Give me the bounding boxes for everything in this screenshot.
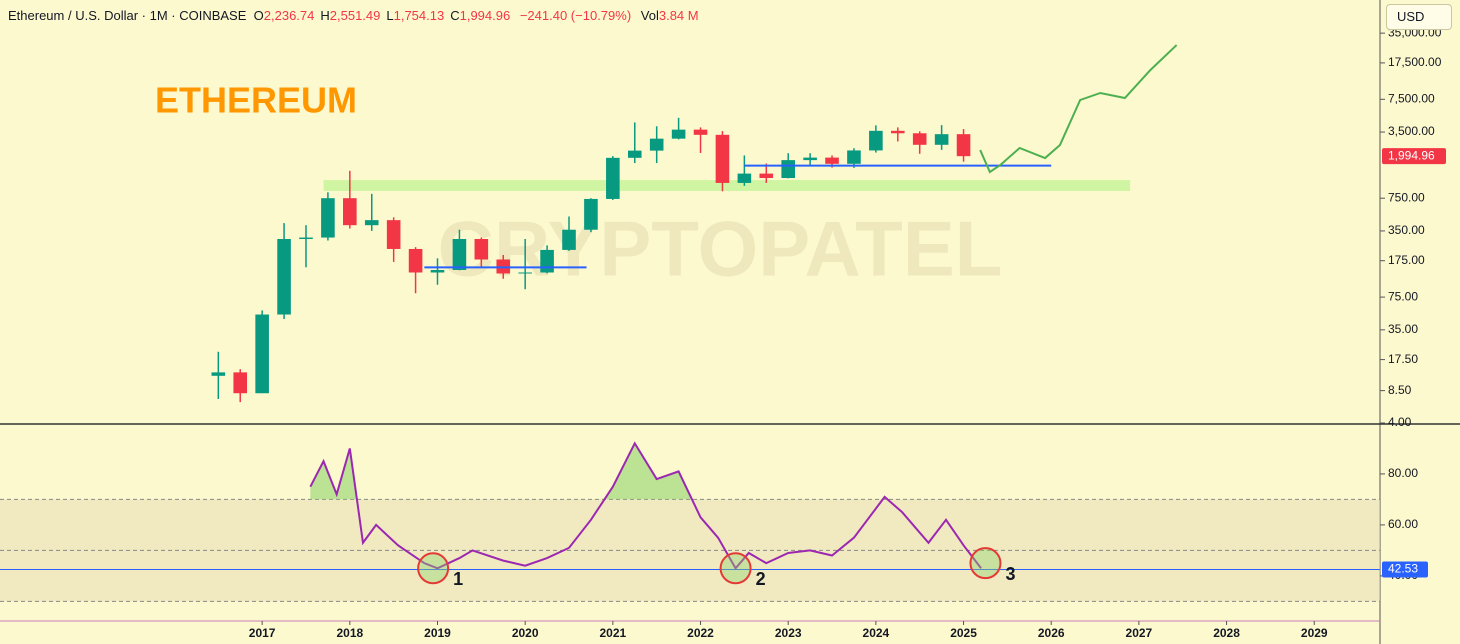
x-tick-label: 2018: [336, 626, 363, 640]
y-tick-label: 750.00: [1388, 190, 1425, 204]
candle-body: [627, 150, 642, 158]
candle-body: [649, 138, 664, 151]
price-tag: [1382, 148, 1446, 165]
candle-body: [408, 248, 423, 273]
chart-title: ETHEREUM: [155, 80, 357, 121]
candle-body: [693, 129, 708, 135]
volume-label: Vol: [640, 8, 659, 23]
candle-body: [934, 134, 949, 145]
candle-body: [211, 372, 226, 376]
rsi-line: [309, 441, 982, 570]
y-tick-label: 175.00: [1388, 253, 1425, 267]
y-tick-label: 7,500.00: [1388, 91, 1435, 105]
currency-button[interactable]: USD: [1386, 4, 1452, 30]
candle-body: [386, 220, 401, 249]
x-tick-label: 2022: [687, 626, 714, 640]
watermark: CRYPTOPATEL: [438, 205, 1003, 293]
candle-body: [890, 130, 905, 134]
x-tick-label: 2028: [1213, 626, 1240, 640]
x-tick-label: 2023: [775, 626, 802, 640]
candle-body: [606, 157, 620, 199]
x-tick-label: 2020: [512, 626, 539, 640]
candle-body: [584, 198, 598, 230]
volume-value: 3.84 M: [658, 8, 699, 23]
candle-body: [869, 130, 883, 151]
candle-body: [562, 229, 576, 250]
candle-body: [452, 239, 467, 270]
candle-body: [299, 237, 313, 240]
y-tick-label: 80.00: [1388, 466, 1418, 480]
candle-body: [847, 150, 861, 164]
x-tick-label: 2024: [863, 626, 890, 640]
y-tick-label: 3,500.00: [1388, 124, 1435, 138]
field-label: C: [450, 8, 460, 23]
candle-body: [737, 173, 752, 183]
candle-body: [781, 160, 795, 179]
annotation-circle: [719, 552, 752, 585]
candle-body: [430, 269, 445, 273]
candle-body: [364, 220, 379, 226]
y-tick-label: 35.00: [1388, 322, 1418, 336]
x-tick-label: 2025: [950, 626, 977, 640]
rsi-tag: [1382, 561, 1428, 578]
candle-body: [825, 157, 839, 164]
y-tick-label: 75.00: [1388, 289, 1418, 303]
candle-body: [255, 314, 269, 394]
candle-body: [912, 133, 927, 145]
field-label: O: [253, 8, 264, 23]
candle-body: [233, 372, 248, 394]
candle-body: [277, 239, 291, 315]
y-tick-label: 8.50: [1388, 383, 1412, 397]
x-tick-label: 2026: [1038, 626, 1065, 640]
symbol: Ethereum / U.S. Dollar · 1M · COINBASE: [8, 8, 247, 23]
y-tick-label: 350.00: [1388, 223, 1425, 237]
ohlc: O2,236.74 H2,551.49 L1,754.13 C1,994.96: [254, 8, 517, 23]
rsi-tag-label: 42.53: [1388, 562, 1418, 576]
zone: [323, 180, 1131, 191]
y-tick-label: 17,500.00: [1388, 55, 1442, 69]
field-label: L: [386, 8, 394, 23]
candle-body: [671, 129, 686, 139]
field-value: 1,994.96: [459, 8, 511, 23]
price-tag-label: 1,994.96: [1388, 148, 1435, 162]
candle-body: [956, 134, 971, 157]
overbought-fill: [310, 443, 982, 500]
field-value: 2,236.74: [263, 8, 315, 23]
y-tick-label: 4.00: [1388, 415, 1412, 429]
candle-body: [343, 198, 357, 226]
field-label: H: [320, 8, 330, 23]
candle-body: [321, 198, 335, 238]
x-tick-label: 2019: [424, 626, 451, 640]
candle-body: [759, 173, 774, 179]
field-value: 2,551.49: [329, 8, 381, 23]
candle-body: [540, 249, 554, 273]
x-tick-label: 2029: [1301, 626, 1328, 640]
candle-body: [715, 134, 730, 183]
x-tick-label: 2027: [1126, 626, 1153, 640]
field-value: 1,754.13: [393, 8, 445, 23]
candle-body: [518, 272, 532, 274]
annotation-label: 3: [1005, 564, 1015, 584]
annotation-label: 2: [756, 569, 766, 589]
projection-line: [979, 44, 1178, 174]
x-tick-label: 2017: [249, 626, 276, 640]
annotation-circle: [969, 547, 1002, 580]
y-tick-label: 17.50: [1388, 352, 1418, 366]
change: −241.40 (−10.79%): [519, 8, 632, 23]
candle-body: [474, 239, 489, 260]
header: Ethereum / U.S. Dollar · 1M · COINBASE O…: [8, 8, 705, 23]
annotation-label: 1: [453, 569, 463, 589]
candle-body: [803, 157, 817, 161]
annotation-circle: [417, 552, 450, 585]
y-tick-label: 60.00: [1388, 517, 1418, 531]
x-tick-label: 2021: [599, 626, 626, 640]
